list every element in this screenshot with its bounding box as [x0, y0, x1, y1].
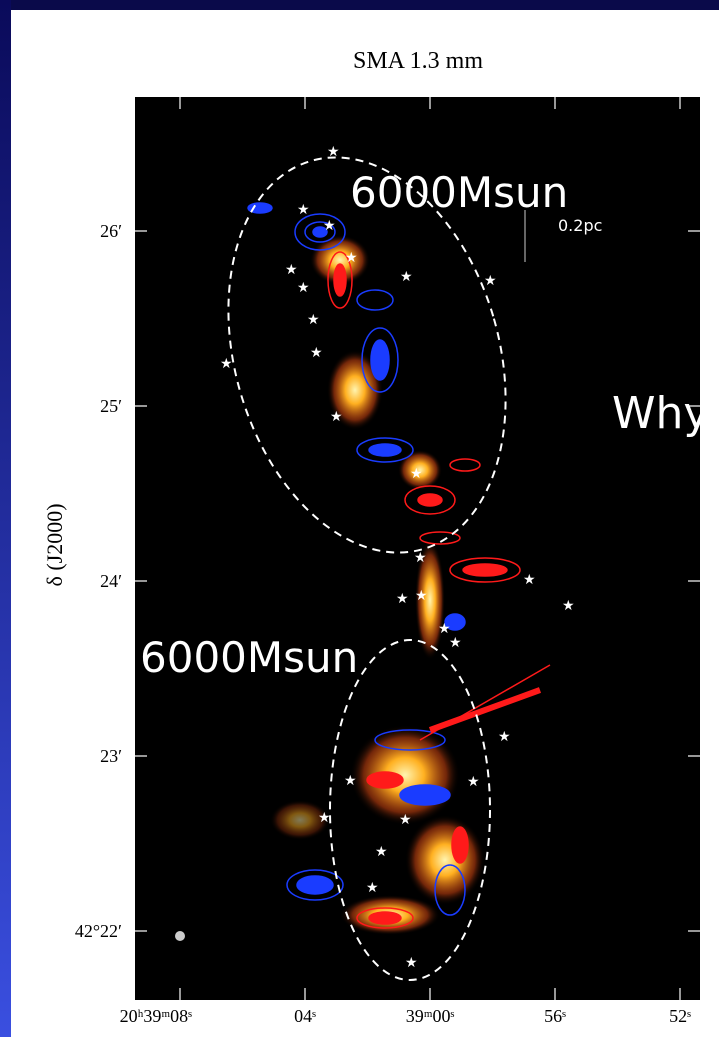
side-border: [0, 0, 11, 1037]
svg-text:★: ★: [366, 880, 379, 896]
svg-text:★: ★: [297, 202, 310, 218]
x-tick-label: 52ˢ: [669, 1006, 691, 1026]
svg-text:★: ★: [396, 591, 409, 607]
x-tick-label: 56ˢ: [544, 1006, 566, 1026]
slide: SMA 1.3 mm: [0, 0, 719, 1037]
y-tick-label: 25′: [100, 396, 122, 416]
top-border: [0, 0, 719, 10]
svg-text:★: ★: [310, 345, 323, 361]
scale-label: 0.2pc: [558, 216, 602, 235]
svg-text:★: ★: [344, 773, 357, 789]
mass-label: 6000Msun: [140, 633, 358, 682]
svg-text:★: ★: [323, 218, 336, 234]
svg-text:★: ★: [467, 774, 480, 790]
y-axis-label: δ (J2000): [42, 503, 67, 586]
svg-text:★: ★: [330, 409, 343, 425]
svg-text:★: ★: [327, 144, 340, 160]
mass-label: 6000Msun: [350, 168, 568, 217]
svg-text:★: ★: [285, 262, 298, 278]
svg-text:★: ★: [399, 812, 412, 828]
svg-text:★: ★: [484, 273, 497, 289]
y-tick-label: 24′: [100, 571, 122, 591]
svg-text:★: ★: [345, 250, 358, 266]
svg-text:★: ★: [375, 844, 388, 860]
x-tick-label: 04ˢ: [294, 1006, 316, 1026]
svg-text:★: ★: [405, 955, 418, 971]
svg-text:★: ★: [220, 356, 233, 372]
panel-title: SMA 1.3 mm: [353, 48, 483, 74]
svg-text:★: ★: [297, 280, 310, 296]
svg-text:★: ★: [410, 466, 423, 482]
svg-text:★: ★: [498, 729, 511, 745]
x-tick-label: 39ᵐ00ˢ: [406, 1006, 455, 1026]
side-text: Why: [612, 388, 709, 439]
beam: [175, 931, 185, 941]
page: SMA 1.3 mm: [0, 0, 719, 1037]
svg-text:★: ★: [523, 572, 536, 588]
y-tick-label: 23′: [100, 746, 122, 766]
svg-text:★: ★: [318, 810, 331, 826]
y-tick-label: 42°22′: [75, 921, 122, 941]
svg-text:★: ★: [562, 598, 575, 614]
x-tick-label: 20ʰ39ᵐ08ˢ: [120, 1006, 193, 1026]
svg-text:★: ★: [414, 550, 427, 566]
svg-text:★: ★: [415, 588, 428, 604]
svg-text:★: ★: [307, 312, 320, 328]
svg-text:★: ★: [449, 635, 462, 651]
y-tick-label: 26′: [100, 221, 122, 241]
svg-text:★: ★: [400, 269, 413, 285]
